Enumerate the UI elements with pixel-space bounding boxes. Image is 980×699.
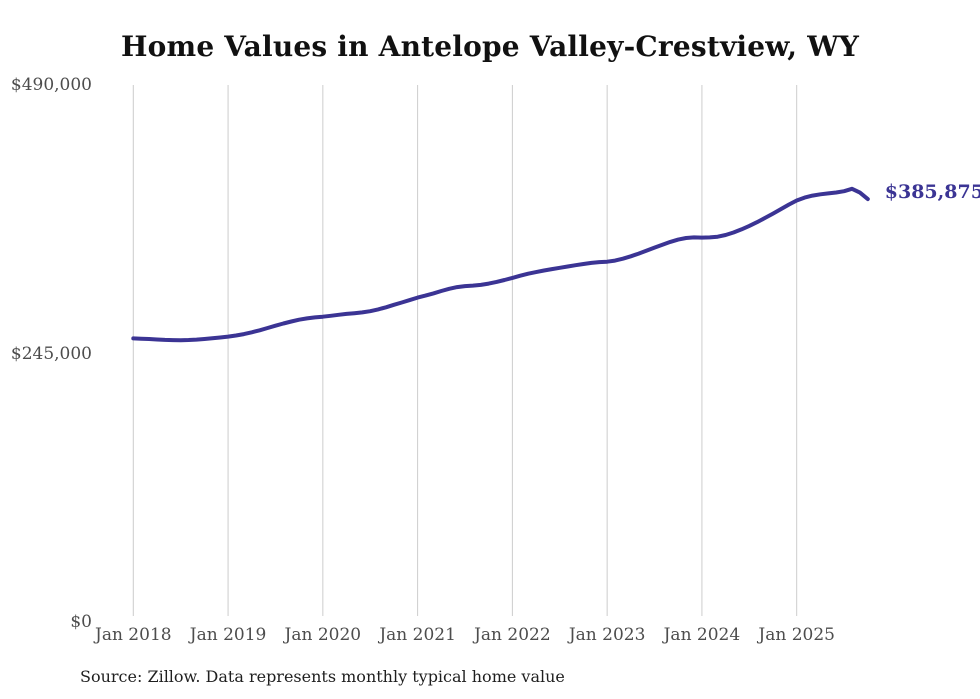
x-tick-label: Jan 2019 xyxy=(189,625,267,645)
x-tick-label: Jan 2020 xyxy=(284,625,362,645)
y-tick-label: $0 xyxy=(70,612,92,632)
x-tick-label: Jan 2023 xyxy=(568,625,646,645)
x-tick-label: Jan 2024 xyxy=(663,625,741,645)
chart-title: Home Values in Antelope Valley-Crestview… xyxy=(120,30,860,63)
source-note: Source: Zillow. Data represents monthly … xyxy=(80,667,565,686)
latest-value-label: $385,875 xyxy=(884,181,980,204)
home-value-line xyxy=(131,186,870,343)
x-tick-label: Jan 2025 xyxy=(758,625,835,645)
x-tick-label: Jan 2022 xyxy=(474,625,551,645)
y-tick-label: $490,000 xyxy=(10,75,92,95)
x-tick-label: Jan 2021 xyxy=(379,625,456,645)
y-tick-label: $245,000 xyxy=(10,343,92,364)
x-tick-label: Jan 2018 xyxy=(95,625,172,645)
